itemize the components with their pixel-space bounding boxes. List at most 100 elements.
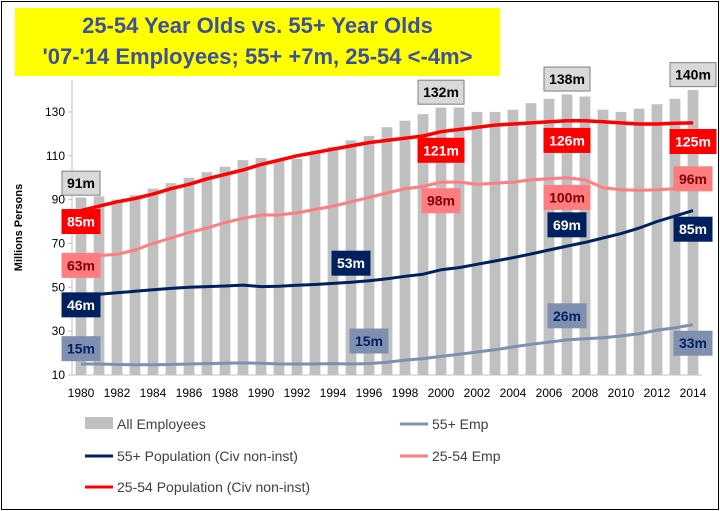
series-line-3 (81, 323, 694, 367)
bar-2004 (507, 109, 519, 375)
bar-2005 (525, 103, 537, 376)
chart-title-line-1: 25-54 Year Olds vs. 55+ Year Olds (82, 13, 433, 38)
x-tick-label-1988: 1988 (212, 386, 239, 400)
x-tick-label-1984: 1984 (140, 386, 167, 400)
y-tick-label-50: 50 (52, 280, 66, 294)
legend-label-3: 25-54 Emp (432, 448, 501, 464)
bar-2012 (651, 104, 663, 375)
legend-swatch-0 (85, 417, 113, 429)
x-tick-label-2008: 2008 (572, 386, 599, 400)
y-tick-label-110: 110 (46, 149, 65, 163)
legend-label-2: 55+ Population (Civ non-inst) (117, 448, 298, 464)
legend-label-0: All Employees (117, 416, 206, 432)
annotation-box-12 (61, 292, 101, 318)
annotations-group: 91m 132m 138m 140m 85m 121m 126m 125m 63m 98m 100m… (61, 62, 717, 362)
bar-1987 (201, 172, 213, 375)
y-tick-label-130: 130 (45, 105, 65, 119)
series-line-0 (80, 118, 694, 213)
annotation-label-9: 98m (427, 193, 455, 209)
annotation-label-0: 91m (67, 175, 95, 191)
bar-1992 (291, 159, 303, 375)
bar-1990 (255, 157, 267, 375)
annotation-box-4 (61, 209, 101, 235)
annotation-label-6: 126m (549, 132, 585, 148)
annotation-label-10: 100m (549, 189, 585, 205)
bar-1981 (93, 196, 105, 375)
x-tick-label-2002: 2002 (464, 386, 491, 400)
bar-1997 (381, 127, 393, 376)
series-line-2 (80, 209, 694, 298)
bar-1980 (75, 197, 87, 375)
annotation-label-16: 15m (67, 341, 95, 357)
x-tick-label-1986: 1986 (176, 386, 203, 400)
annotation-label-19: 33m (679, 335, 707, 351)
x-tick-label-1982: 1982 (104, 386, 131, 400)
annotation-box-15 (673, 216, 713, 242)
bar-1985 (165, 183, 177, 375)
annotation-label-1: 132m (423, 84, 459, 100)
x-tick-label-1996: 1996 (356, 386, 383, 400)
annotation-label-15: 85m (679, 221, 707, 237)
bar-2009 (597, 109, 609, 375)
annotation-label-13: 53m (337, 255, 365, 271)
bar-1989 (237, 160, 249, 375)
annotation-box-17 (349, 328, 389, 354)
bar-2002 (471, 111, 483, 375)
annotation-box-7 (669, 129, 717, 155)
series-line-1 (80, 176, 694, 261)
x-tick-label-1980: 1980 (68, 386, 95, 400)
annotation-label-3: 140m (675, 67, 711, 83)
bar-1982 (111, 199, 123, 375)
x-tick-label-1992: 1992 (284, 386, 311, 400)
annotation-label-5: 121m (423, 142, 459, 158)
x-tick-label-1998: 1998 (392, 386, 419, 400)
x-tick-label-2012: 2012 (644, 386, 671, 400)
annotation-box-11 (673, 166, 713, 192)
annotation-label-14: 69m (553, 217, 581, 233)
annotation-box-10 (543, 184, 591, 210)
annotation-label-17: 15m (355, 333, 383, 349)
annotation-box-0 (61, 170, 101, 196)
legend-label-4: 25-54 Population (Civ non-inst) (117, 479, 310, 495)
bar-1988 (219, 166, 231, 375)
annotation-label-12: 46m (67, 297, 95, 313)
annotation-box-3 (669, 62, 717, 88)
bar-2001 (453, 107, 465, 376)
bar-1993 (309, 153, 321, 375)
bar-1991 (273, 160, 285, 375)
bar-1986 (183, 177, 195, 375)
annotation-label-2: 138m (549, 71, 585, 87)
annotation-label-7: 125m (675, 134, 711, 150)
annotation-label-11: 96m (679, 171, 707, 187)
annotation-box-6 (543, 127, 591, 153)
annotation-box-2 (543, 66, 591, 92)
bar-1998 (399, 120, 411, 375)
annotation-box-5 (417, 137, 465, 163)
annotation-box-1 (417, 79, 465, 105)
annotation-label-8: 63m (67, 257, 95, 273)
bar-1984 (147, 188, 159, 375)
chart-title-line-2: '07-'14 Employees; 55+ +7m, 25-54 <-4m> (42, 44, 473, 69)
axes-group: 10 30 50 70 90 110 130 1980 1982 1984 1986 1988 1990… (13, 80, 707, 400)
y-tick-label-30: 30 (52, 324, 66, 338)
y-tick-label-90: 90 (52, 193, 66, 207)
annotation-box-9 (421, 188, 461, 214)
y-axis-label: Millions Persons (13, 184, 25, 271)
legend: All Employees 55+ Emp 55+ Population (Civ … (85, 416, 501, 495)
chart-title-box: 25-54 Year Olds vs. 55+ Year Olds '07-'1… (15, 8, 500, 76)
bar-2010 (615, 111, 627, 375)
annotation-box-14 (547, 212, 587, 238)
bar-1983 (129, 195, 141, 375)
legend-label-1: 55+ Emp (432, 416, 489, 432)
bar-1999 (417, 114, 429, 375)
annotation-box-13 (331, 250, 371, 276)
x-tick-label-2000: 2000 (428, 386, 455, 400)
annotation-box-16 (61, 336, 101, 362)
x-tick-label-1994: 1994 (320, 386, 347, 400)
bar-2011 (633, 108, 645, 375)
bar-2000 (435, 107, 447, 376)
annotation-box-8 (61, 252, 101, 278)
x-tick-label-2006: 2006 (536, 386, 563, 400)
lines-group (80, 118, 694, 367)
